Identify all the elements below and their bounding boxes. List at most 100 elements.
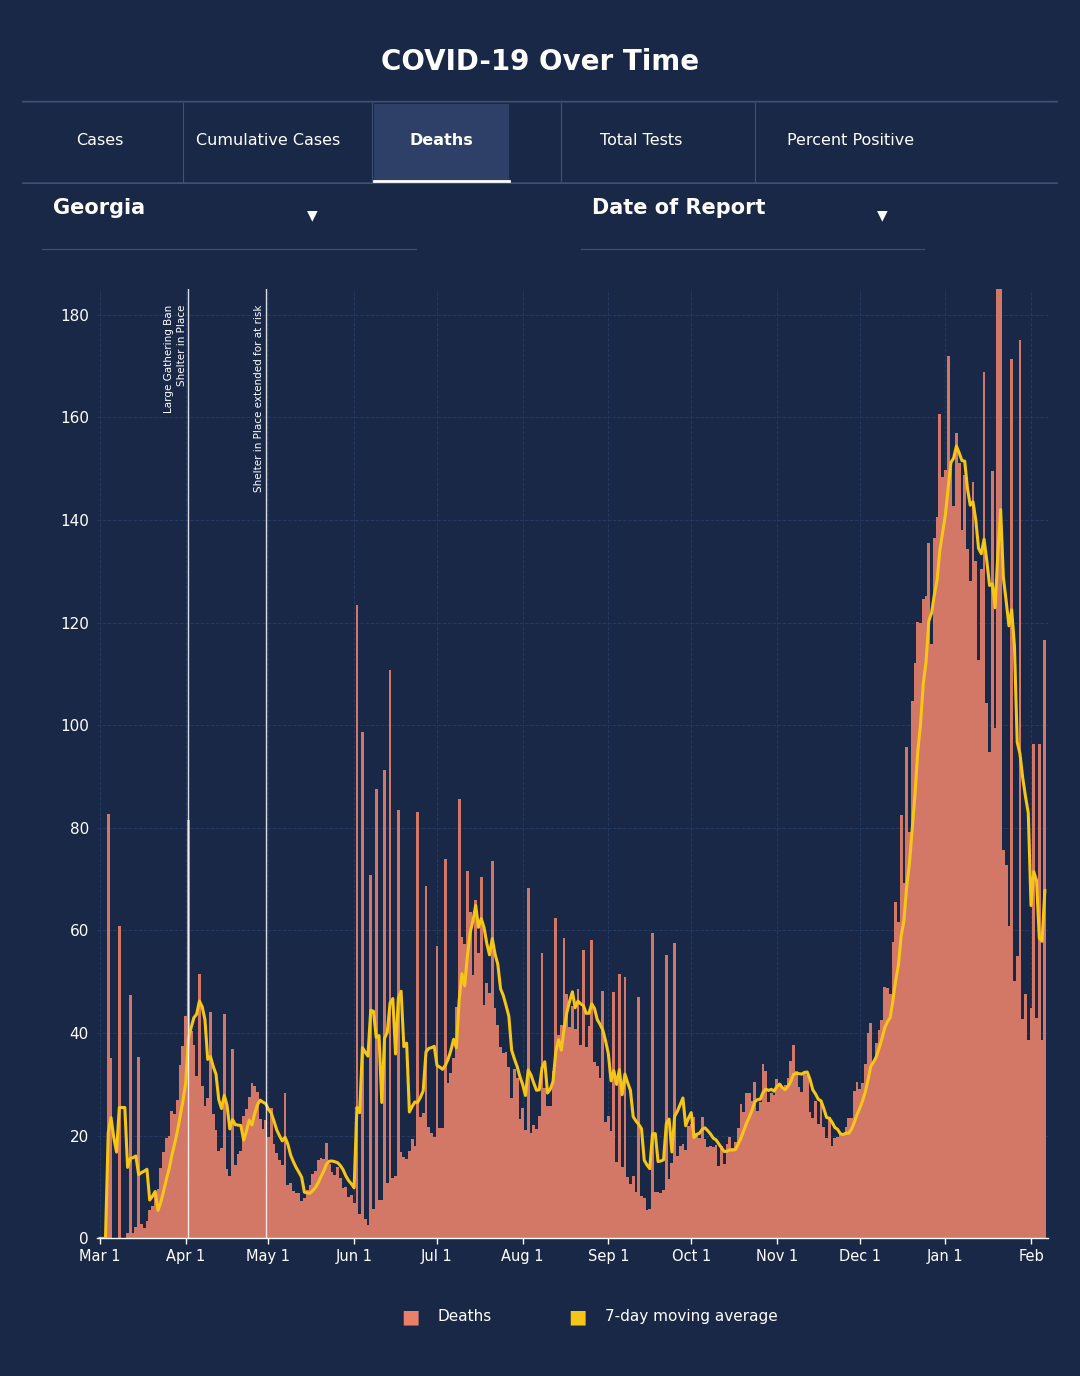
Bar: [173, 1115, 176, 1238]
Bar: [985, 703, 988, 1238]
Bar: [756, 1110, 759, 1238]
Bar: [369, 875, 373, 1238]
Bar: [596, 1066, 598, 1238]
Bar: [598, 1077, 602, 1238]
Bar: [814, 1101, 816, 1238]
Bar: [604, 1121, 607, 1238]
Text: Large Gathering Ban
Shelter in Place: Large Gathering Ban Shelter in Place: [163, 304, 187, 413]
Bar: [546, 1106, 549, 1238]
Bar: [187, 820, 190, 1238]
Bar: [935, 517, 939, 1238]
Bar: [999, 259, 1002, 1238]
Bar: [1013, 981, 1016, 1238]
Bar: [472, 974, 474, 1238]
Bar: [339, 1178, 341, 1238]
Bar: [751, 1101, 754, 1238]
Bar: [538, 1116, 541, 1238]
Bar: [908, 832, 910, 1238]
Bar: [178, 1065, 181, 1238]
Bar: [779, 1084, 781, 1238]
Bar: [585, 1047, 588, 1238]
Bar: [336, 1167, 339, 1238]
Bar: [588, 1026, 591, 1238]
Bar: [759, 1102, 761, 1238]
Bar: [518, 1119, 522, 1238]
Bar: [823, 1127, 825, 1238]
Bar: [804, 1073, 806, 1238]
Bar: [497, 1025, 499, 1238]
Bar: [942, 477, 944, 1238]
Bar: [740, 1104, 742, 1238]
Bar: [405, 1159, 408, 1238]
Bar: [883, 987, 886, 1238]
Bar: [524, 1130, 527, 1238]
Bar: [554, 918, 557, 1238]
Bar: [972, 482, 974, 1238]
Text: Date of Report: Date of Report: [592, 198, 766, 217]
Bar: [676, 1156, 678, 1238]
Bar: [775, 1079, 779, 1238]
Bar: [160, 1168, 162, 1238]
Bar: [198, 974, 201, 1238]
Bar: [386, 1183, 389, 1238]
Bar: [772, 1095, 775, 1238]
Bar: [577, 989, 579, 1238]
Bar: [455, 1007, 458, 1238]
Bar: [690, 1124, 692, 1238]
Bar: [770, 1094, 772, 1238]
Bar: [389, 670, 391, 1238]
Bar: [508, 1068, 510, 1238]
Bar: [215, 1130, 217, 1238]
Bar: [696, 1134, 698, 1238]
Bar: [345, 1187, 348, 1238]
Bar: [836, 1137, 839, 1238]
Bar: [1008, 926, 1010, 1238]
Bar: [924, 596, 928, 1238]
Bar: [485, 982, 488, 1238]
Bar: [839, 1134, 841, 1238]
Text: Georgia: Georgia: [53, 198, 145, 217]
Bar: [433, 1137, 435, 1238]
Bar: [571, 1006, 573, 1238]
Bar: [286, 1186, 289, 1238]
Bar: [245, 1109, 247, 1238]
Bar: [316, 1160, 320, 1238]
Bar: [878, 1031, 880, 1238]
Bar: [222, 1014, 226, 1238]
Bar: [781, 1088, 784, 1238]
Bar: [306, 1190, 309, 1238]
Bar: [424, 886, 428, 1238]
Text: Percent Positive: Percent Positive: [787, 133, 915, 149]
Bar: [792, 1044, 795, 1238]
Bar: [637, 998, 640, 1238]
Bar: [353, 1203, 355, 1238]
Bar: [869, 1022, 873, 1238]
Bar: [648, 1210, 651, 1238]
Bar: [203, 1106, 206, 1238]
Bar: [889, 995, 891, 1238]
Bar: [930, 644, 933, 1238]
Bar: [557, 1035, 559, 1238]
Bar: [516, 1077, 518, 1238]
Bar: [275, 1153, 279, 1238]
Bar: [579, 1044, 582, 1238]
Bar: [467, 871, 469, 1238]
Bar: [259, 1120, 261, 1238]
Bar: [662, 1190, 665, 1238]
Bar: [151, 1207, 153, 1238]
Bar: [292, 1192, 295, 1238]
Bar: [157, 1189, 160, 1238]
Bar: [933, 538, 935, 1238]
Bar: [383, 771, 386, 1238]
Bar: [754, 1083, 756, 1238]
Bar: [767, 1102, 770, 1238]
Bar: [983, 373, 985, 1238]
Bar: [568, 1026, 571, 1238]
Bar: [873, 1061, 875, 1238]
Bar: [955, 433, 958, 1238]
Bar: [765, 1071, 767, 1238]
Bar: [939, 414, 942, 1238]
Bar: [231, 1049, 234, 1238]
Text: Deaths: Deaths: [437, 1310, 491, 1324]
Bar: [559, 1025, 563, 1238]
